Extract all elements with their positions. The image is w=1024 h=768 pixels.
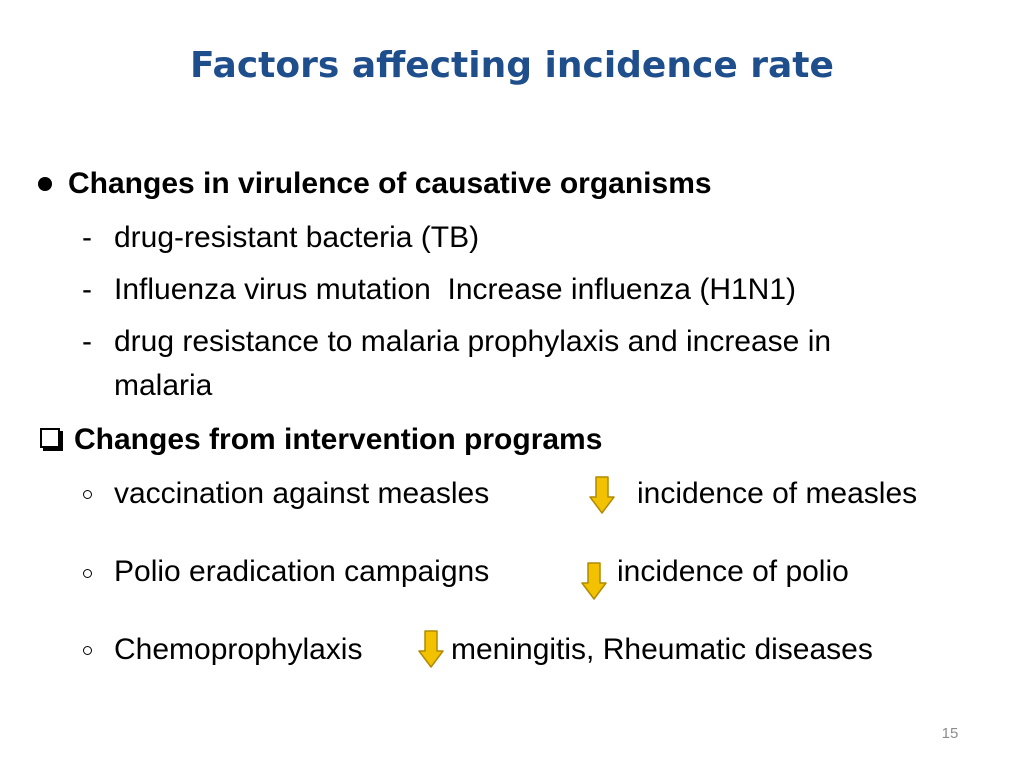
list-item-malaria-resistance: drug resistance to malaria prophylaxis a… [114, 325, 832, 358]
dash-marker: - [82, 221, 92, 254]
ring-bullet-icon [83, 490, 92, 499]
slide-title: Factors affecting incidence rate [190, 45, 834, 86]
list-item-drug-resistant-bacteria: drug-resistant bacteria (TB) [114, 221, 480, 254]
list-item-influenza-mutation: Influenza virus mutation Increase influe… [114, 273, 797, 306]
down-arrow-icon [581, 562, 607, 600]
ring-bullet-icon [83, 569, 92, 578]
section-heading-intervention: Changes from intervention programs [74, 423, 603, 456]
ring-bullet-icon [83, 646, 92, 655]
checkbox-bullet-icon [40, 428, 60, 448]
page-number: 15 [941, 725, 959, 742]
list-item-polio-after: incidence of polio [617, 555, 849, 588]
list-item-malaria-resistance-continued: malaria [114, 369, 213, 402]
dash-marker: - [82, 273, 92, 306]
bullet-dot-icon [38, 177, 52, 191]
list-item-vaccination-after: incidence of measles [637, 477, 918, 510]
down-arrow-icon [589, 476, 615, 514]
section-heading-virulence: Changes in virulence of causative organi… [68, 167, 712, 200]
list-item-chemoprophylaxis-before: Chemoprophylaxis [114, 633, 363, 666]
list-item-chemoprophylaxis-after: meningitis, Rheumatic diseases [451, 633, 873, 666]
dash-marker: - [82, 325, 92, 358]
list-item-polio-before: Polio eradication campaigns [114, 555, 490, 588]
down-arrow-icon [418, 630, 444, 668]
list-item-vaccination-before: vaccination against measles [114, 477, 490, 510]
